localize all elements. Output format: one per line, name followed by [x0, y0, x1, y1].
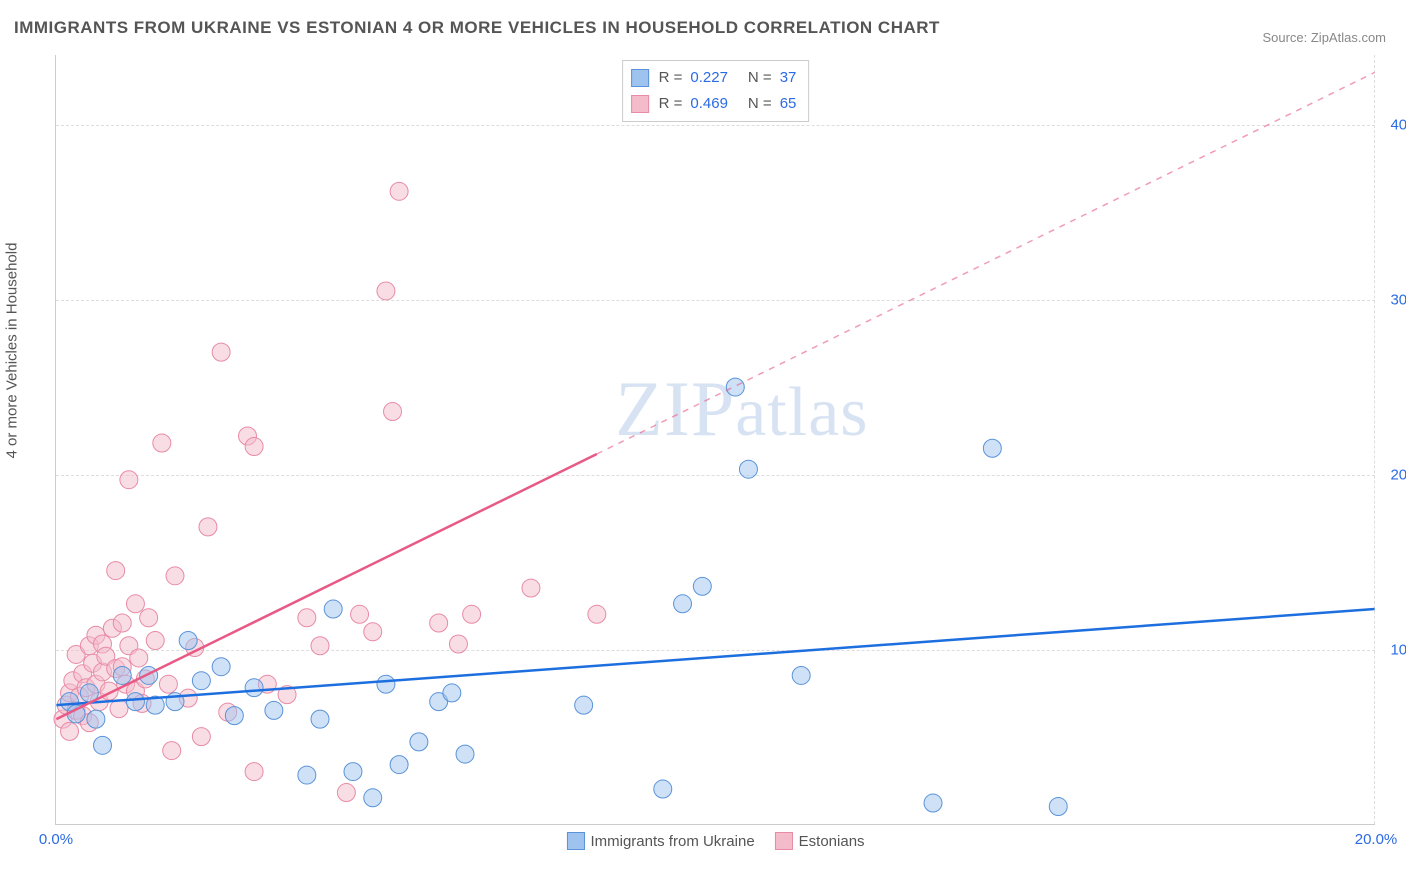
- scatter-point-ukraine: [726, 378, 744, 396]
- swatch-estonian: [631, 95, 649, 113]
- n-value-estonian: 65: [780, 91, 797, 117]
- n-label: N =: [748, 65, 772, 91]
- scatter-point-ukraine: [140, 666, 158, 684]
- scatter-point-estonian: [588, 605, 606, 623]
- scatter-point-estonian: [107, 562, 125, 580]
- scatter-point-ukraine: [693, 577, 711, 595]
- scatter-point-ukraine: [94, 736, 112, 754]
- r-value-ukraine: 0.227: [690, 65, 728, 91]
- scatter-point-estonian: [199, 518, 217, 536]
- scatter-point-ukraine: [1049, 798, 1067, 816]
- scatter-point-estonian: [163, 742, 181, 760]
- scatter-point-estonian: [522, 579, 540, 597]
- swatch-ukraine: [631, 69, 649, 87]
- scatter-point-estonian: [311, 637, 329, 655]
- scatter-point-estonian: [146, 632, 164, 650]
- source-attribution: Source: ZipAtlas.com: [1262, 30, 1386, 45]
- r-label: R =: [659, 65, 683, 91]
- scatter-point-ukraine: [225, 707, 243, 725]
- scatter-point-ukraine: [87, 710, 105, 728]
- scatter-point-estonian: [390, 182, 408, 200]
- scatter-point-ukraine: [126, 693, 144, 711]
- scatter-point-estonian: [377, 282, 395, 300]
- swatch-estonian: [775, 832, 793, 850]
- scatter-point-ukraine: [113, 666, 131, 684]
- legend-row-estonian: R = 0.469 N = 65: [631, 91, 797, 117]
- scatter-point-estonian: [212, 343, 230, 361]
- scatter-point-estonian: [463, 605, 481, 623]
- r-label: R =: [659, 91, 683, 117]
- scatter-point-ukraine: [364, 789, 382, 807]
- scatter-point-ukraine: [739, 460, 757, 478]
- r-value-estonian: 0.469: [690, 91, 728, 117]
- n-value-ukraine: 37: [780, 65, 797, 91]
- scatter-point-ukraine: [575, 696, 593, 714]
- scatter-point-estonian: [449, 635, 467, 653]
- y-tick-label: 40.0%: [1381, 117, 1406, 134]
- scatter-point-estonian: [298, 609, 316, 627]
- scatter-point-ukraine: [212, 658, 230, 676]
- y-axis-label: 4 or more Vehicles in Household: [4, 243, 21, 459]
- n-label: N =: [748, 91, 772, 117]
- scatter-svg: [56, 55, 1375, 824]
- y-tick-label: 10.0%: [1381, 642, 1406, 659]
- series-legend: Immigrants from Ukraine Estonians: [566, 832, 864, 850]
- scatter-point-ukraine: [443, 684, 461, 702]
- chart-title: IMMIGRANTS FROM UKRAINE VS ESTONIAN 4 OR…: [14, 18, 940, 38]
- scatter-point-ukraine: [792, 666, 810, 684]
- y-tick-label: 30.0%: [1381, 292, 1406, 309]
- scatter-point-estonian: [192, 728, 210, 746]
- scatter-point-ukraine: [924, 794, 942, 812]
- scatter-point-estonian: [120, 471, 138, 489]
- scatter-point-estonian: [245, 438, 263, 456]
- scatter-point-estonian: [364, 623, 382, 641]
- scatter-point-ukraine: [324, 600, 342, 618]
- legend-item-ukraine: Immigrants from Ukraine: [566, 832, 754, 850]
- trendline-estonian: [56, 454, 596, 719]
- legend-label-ukraine: Immigrants from Ukraine: [590, 833, 754, 850]
- legend-row-ukraine: R = 0.227 N = 37: [631, 65, 797, 91]
- scatter-point-estonian: [384, 403, 402, 421]
- trendline-dashed-estonian: [597, 72, 1375, 454]
- legend-label-estonian: Estonians: [799, 833, 865, 850]
- scatter-point-estonian: [110, 700, 128, 718]
- scatter-point-estonian: [113, 614, 131, 632]
- scatter-point-ukraine: [377, 675, 395, 693]
- scatter-point-ukraine: [245, 679, 263, 697]
- scatter-point-estonian: [245, 763, 263, 781]
- scatter-point-ukraine: [410, 733, 428, 751]
- legend-item-estonian: Estonians: [775, 832, 865, 850]
- scatter-point-estonian: [159, 675, 177, 693]
- scatter-point-estonian: [430, 614, 448, 632]
- scatter-point-estonian: [61, 722, 79, 740]
- y-tick-label: 20.0%: [1381, 467, 1406, 484]
- swatch-ukraine: [566, 832, 584, 850]
- correlation-legend: R = 0.227 N = 37 R = 0.469 N = 65: [622, 60, 810, 122]
- scatter-point-ukraine: [674, 595, 692, 613]
- scatter-point-estonian: [130, 649, 148, 667]
- scatter-point-ukraine: [390, 756, 408, 774]
- scatter-point-ukraine: [654, 780, 672, 798]
- scatter-point-estonian: [153, 434, 171, 452]
- scatter-point-ukraine: [179, 632, 197, 650]
- scatter-point-ukraine: [983, 439, 1001, 457]
- scatter-point-ukraine: [456, 745, 474, 763]
- scatter-point-ukraine: [344, 763, 362, 781]
- scatter-point-ukraine: [311, 710, 329, 728]
- scatter-point-estonian: [351, 605, 369, 623]
- scatter-point-estonian: [126, 595, 144, 613]
- scatter-point-ukraine: [265, 701, 283, 719]
- scatter-point-ukraine: [192, 672, 210, 690]
- scatter-point-estonian: [337, 784, 355, 802]
- scatter-point-ukraine: [298, 766, 316, 784]
- scatter-point-estonian: [166, 567, 184, 585]
- x-tick-label: 0.0%: [39, 831, 73, 848]
- scatter-point-estonian: [140, 609, 158, 627]
- x-tick-label: 20.0%: [1355, 831, 1398, 848]
- chart-plot-area: 10.0%20.0%30.0%40.0% 0.0%20.0% ZIPatlas …: [55, 55, 1375, 825]
